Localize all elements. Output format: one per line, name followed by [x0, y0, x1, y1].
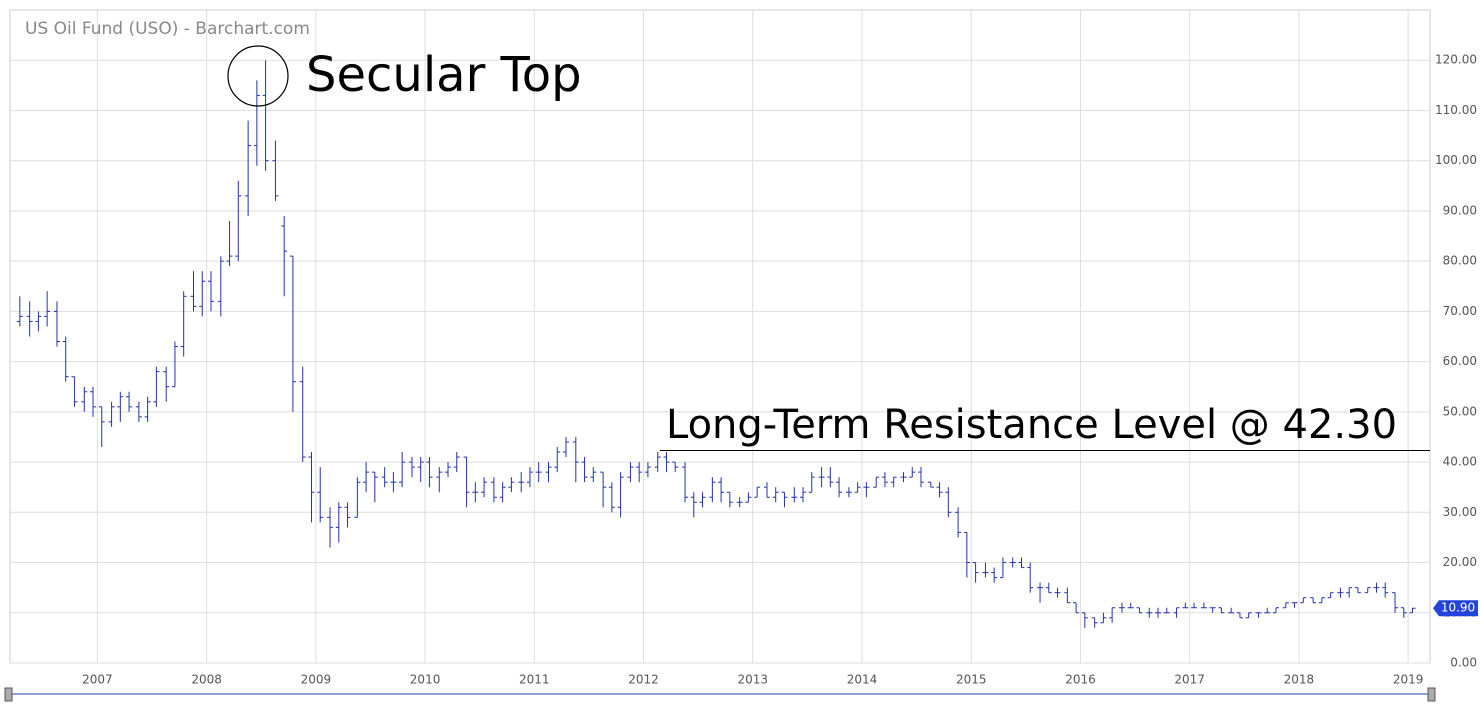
y-tick-label: 50.00 — [1443, 404, 1477, 418]
x-tick-label: 2010 — [410, 673, 441, 687]
y-tick-label: 40.00 — [1443, 455, 1477, 469]
y-tick-label: 0.00 — [1450, 656, 1477, 670]
y-tick-label: 100.00 — [1435, 153, 1477, 167]
annotation: Secular Top — [306, 47, 582, 103]
x-tick-label: 2012 — [628, 673, 659, 687]
y-tick-label: 90.00 — [1443, 203, 1477, 217]
x-tick-label: 2015 — [956, 673, 987, 687]
y-tick-label: 80.00 — [1443, 254, 1477, 268]
x-tick-label: 2008 — [191, 673, 222, 687]
x-tick-label: 2014 — [847, 673, 878, 687]
y-tick-label: 60.00 — [1443, 354, 1477, 368]
x-tick-label: 2011 — [519, 673, 550, 687]
scroll-handle[interactable] — [1427, 687, 1436, 702]
y-tick-label: 70.00 — [1443, 304, 1477, 318]
x-tick-label: 2009 — [301, 673, 332, 687]
y-tick-label: 110.00 — [1435, 103, 1477, 117]
last-price-marker — [1433, 600, 1478, 617]
x-tick-label: 2013 — [737, 673, 768, 687]
bars — [16, 60, 1416, 628]
x-tick-label: 2007 — [82, 673, 113, 687]
annotation: Long-Term Resistance Level @ 42.30 — [666, 402, 1397, 448]
chart-title: US Oil Fund (USO) - Barchart.com — [25, 19, 310, 39]
scroll-handle[interactable] — [4, 687, 13, 702]
x-tick-label: 2016 — [1065, 673, 1096, 687]
x-tick-label: 2017 — [1174, 673, 1205, 687]
top-circle — [227, 45, 289, 107]
last-price-label: 10.90 — [1441, 601, 1475, 615]
x-tick-label: 2019 — [1393, 673, 1424, 687]
plot-border — [9, 9, 1431, 664]
y-tick-label: 20.00 — [1443, 555, 1477, 569]
grid — [10, 10, 1430, 664]
y-tick-label: 30.00 — [1443, 505, 1477, 519]
x-tick-label: 2018 — [1284, 673, 1315, 687]
y-tick-label: 120.00 — [1435, 53, 1477, 67]
